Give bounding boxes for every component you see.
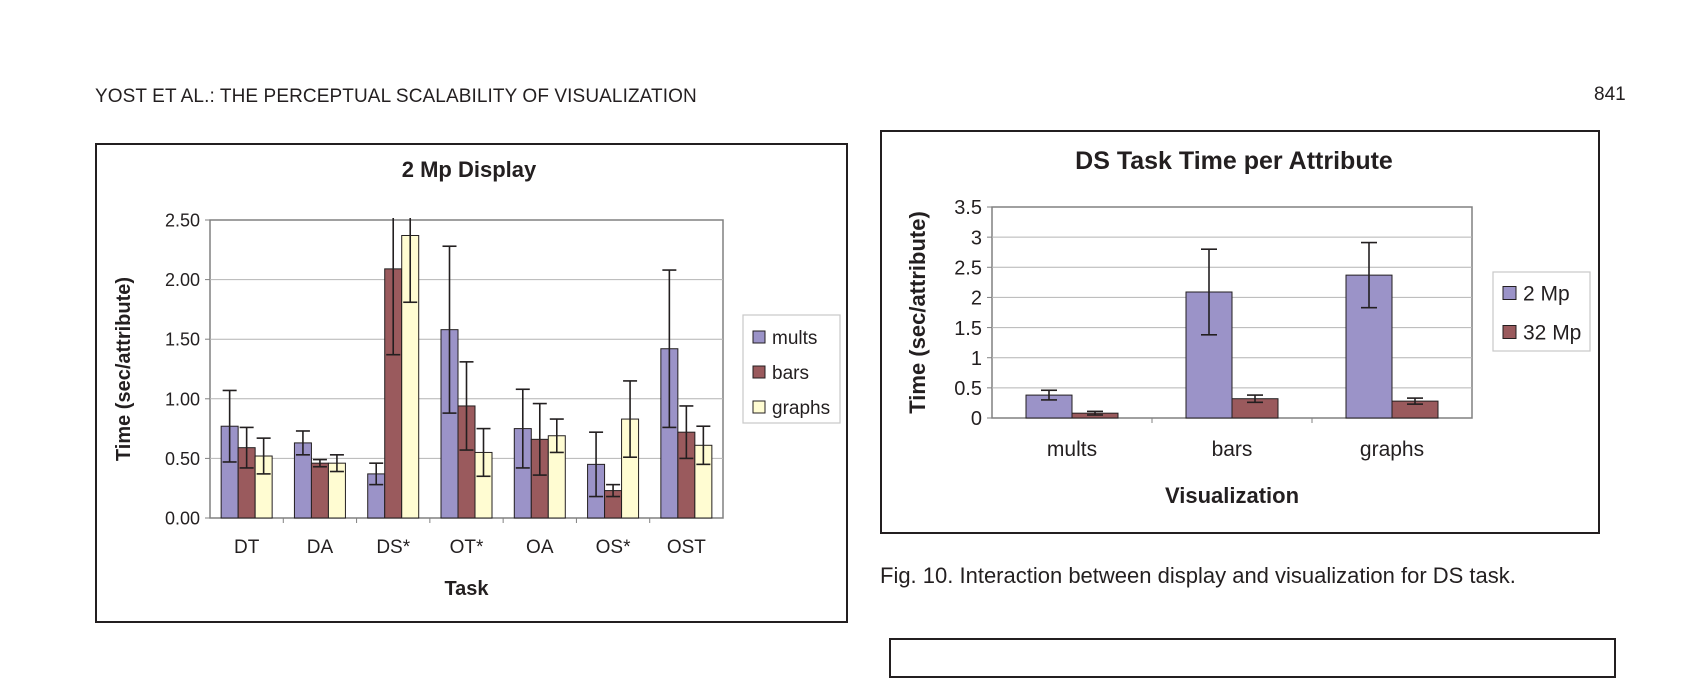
legend-label: bars <box>772 363 809 384</box>
y-tick-label: 2 <box>971 288 982 310</box>
legend-label: graphs <box>772 398 830 419</box>
y-tick-label: 3 <box>971 227 982 249</box>
y-tick-label: 1.5 <box>954 318 982 340</box>
legend-swatch <box>752 365 766 379</box>
legend-label: mults <box>772 328 817 349</box>
figure-2mp-display: 2 Mp Display 0.00 0.50 1.00 1.50 2.00 2.50 DT DA… <box>95 143 848 623</box>
running-header: YOST ET AL.: THE PERCEPTUAL SCALABILITY … <box>95 86 697 107</box>
x-axis-label: Task <box>444 578 489 600</box>
y-tick-label: 3.5 <box>954 197 982 219</box>
x-axis-label: Visualization <box>1165 483 1299 508</box>
x-category-label: bars <box>1212 438 1253 461</box>
chart-2mp-display: 2 Mp Display 0.00 0.50 1.00 1.50 2.00 2.50 DT DA… <box>95 143 848 623</box>
y-axis-label: Time (sec/attribute) <box>905 211 930 414</box>
legend-swatch <box>752 330 766 344</box>
x-category-label: mults <box>1047 438 1097 461</box>
figure-ds-task-time: DS Task Time per Attribute 0 0.5 1 1.5 2 2.5 3 3… <box>880 130 1600 534</box>
x-category-label: DT <box>234 537 260 558</box>
y-tick-label: 0.00 <box>165 508 200 528</box>
bar <box>310 462 329 519</box>
chart-title: 2 Mp Display <box>402 157 537 182</box>
x-category-label: OT* <box>450 537 484 558</box>
y-tick-label: 2.00 <box>165 270 200 290</box>
x-category-label: DS* <box>376 537 410 558</box>
y-tick-label: 0.50 <box>165 449 200 469</box>
x-category-label: OS* <box>596 537 631 558</box>
y-tick-label: 1.00 <box>165 389 200 409</box>
chart-ds-task-time: DS Task Time per Attribute 0 0.5 1 1.5 2 2.5 3 3… <box>880 130 1600 534</box>
figure-caption: Fig. 10. Interaction between display and… <box>880 563 1516 588</box>
y-axis-label: Time (sec/attribute) <box>113 277 135 461</box>
legend-label: 2 Mp <box>1523 283 1570 306</box>
y-tick-label: 0 <box>971 408 982 430</box>
y-tick-label: 1 <box>971 348 982 370</box>
page-number: 841 <box>1594 84 1626 105</box>
x-category-label: OST <box>667 537 706 558</box>
legend-label: 32 Mp <box>1523 322 1581 345</box>
y-tick-label: 0.5 <box>954 378 982 400</box>
y-tick-label: 2.5 <box>954 257 982 279</box>
y-tick-label: 1.50 <box>165 330 200 350</box>
next-figure-frame <box>889 638 1616 678</box>
x-category-label: DA <box>307 537 334 558</box>
legend-swatch <box>1502 325 1517 339</box>
legend-swatch <box>1502 286 1517 300</box>
y-tick-label: 2.50 <box>165 210 200 230</box>
x-category-label: OA <box>526 537 554 558</box>
x-category-label: graphs <box>1360 438 1424 461</box>
legend-swatch <box>752 400 766 414</box>
chart-title: DS Task Time per Attribute <box>1075 147 1393 175</box>
